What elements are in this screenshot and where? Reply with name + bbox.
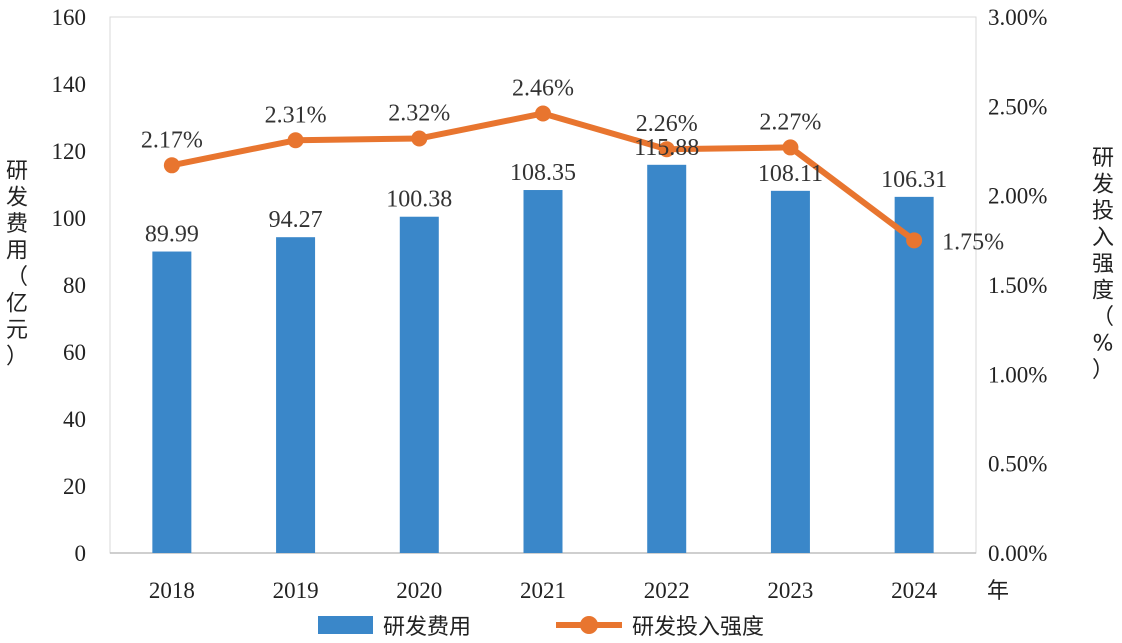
x-tick-label: 2018 [149, 578, 195, 603]
bar-value-label: 108.35 [510, 160, 576, 186]
bar-value-label: 89.99 [145, 222, 199, 248]
bar-2019 [276, 237, 316, 553]
y-left-tick-label: 100 [52, 206, 87, 231]
line-value-label: 2.46% [512, 75, 574, 101]
line-value-label: 2.31% [265, 102, 327, 128]
bar-2023 [770, 190, 810, 554]
bar-2018 [152, 251, 192, 553]
y-right-tick-label: 3.00% [988, 5, 1047, 30]
y-right-tick-label: 1.00% [988, 362, 1047, 387]
legend-line-label: 研发投入强度 [632, 615, 764, 640]
bar-2022 [647, 164, 687, 553]
data-labels-layer: 89.99 94.27 100.38 108.35 115.88 108.11 106.31… [141, 75, 1004, 255]
bar-value-label: 108.11 [758, 161, 823, 187]
y-right-tick-label: 0.00% [988, 541, 1047, 566]
line-layer [163, 105, 923, 249]
x-tick-label: 2023 [767, 578, 813, 603]
bar-2020 [399, 216, 439, 554]
legend-bar-swatch [318, 616, 373, 634]
bar-value-label: 100.38 [386, 187, 452, 213]
x-axis-title: 年 [987, 579, 1009, 604]
line-point-2018 [163, 157, 180, 174]
y-left-axis-title: 研发费用（亿元） [6, 159, 28, 370]
bars-layer [152, 164, 934, 554]
bar-value-label: 115.88 [634, 135, 699, 161]
y-right-tick-label: 0.50% [988, 452, 1047, 477]
legend-bar-label: 研发费用 [383, 615, 471, 640]
line-value-label: 2.26% [636, 111, 698, 137]
y-right-tick-label: 1.50% [988, 273, 1047, 298]
y-left-tick-label: 140 [52, 72, 87, 97]
x-tick-label: 2021 [520, 578, 566, 603]
line-value-label: 2.32% [388, 100, 450, 126]
line-point-2024 [906, 232, 923, 249]
line-point-2020 [411, 130, 428, 147]
line-point-2022 [658, 141, 675, 158]
y-right-tick-label: 2.00% [988, 184, 1047, 209]
line-value-label: 1.75% [942, 229, 1004, 255]
y-left-tick-label: 40 [63, 407, 86, 432]
line-value-label: 2.17% [141, 127, 203, 153]
y-right-axis-title: 研发投入强度（%） [1092, 146, 1114, 383]
bar-value-label: 94.27 [269, 207, 323, 233]
legend: 研发费用 研发投入强度 [318, 615, 764, 640]
legend-line-marker [580, 616, 598, 634]
y-left-tick-label: 120 [52, 139, 87, 164]
x-tick-label: 2024 [891, 578, 938, 603]
y-right-tick-label: 2.50% [988, 94, 1047, 119]
bar-value-label: 106.31 [881, 167, 947, 193]
y-left-tick-label: 80 [63, 273, 86, 298]
line-point-2019 [287, 132, 304, 149]
y-left-tick-label: 60 [63, 340, 86, 365]
y-left-tick-label: 0 [75, 541, 87, 566]
x-tick-label: 2022 [644, 578, 690, 603]
y-left-tick-label: 20 [63, 474, 86, 499]
axes-layer: 0 20 40 60 80 100 120 140 160 0.00% 0.50% 1.00% 1.50… [6, 5, 1114, 604]
bar-2021 [523, 190, 563, 553]
line-value-label: 2.27% [759, 109, 821, 135]
bar-2024 [894, 196, 934, 553]
y-left-tick-label: 160 [52, 5, 87, 30]
x-tick-label: 2020 [396, 578, 442, 603]
line-point-2021 [535, 105, 551, 122]
x-tick-label: 2019 [273, 578, 319, 603]
line-point-2023 [782, 139, 799, 156]
